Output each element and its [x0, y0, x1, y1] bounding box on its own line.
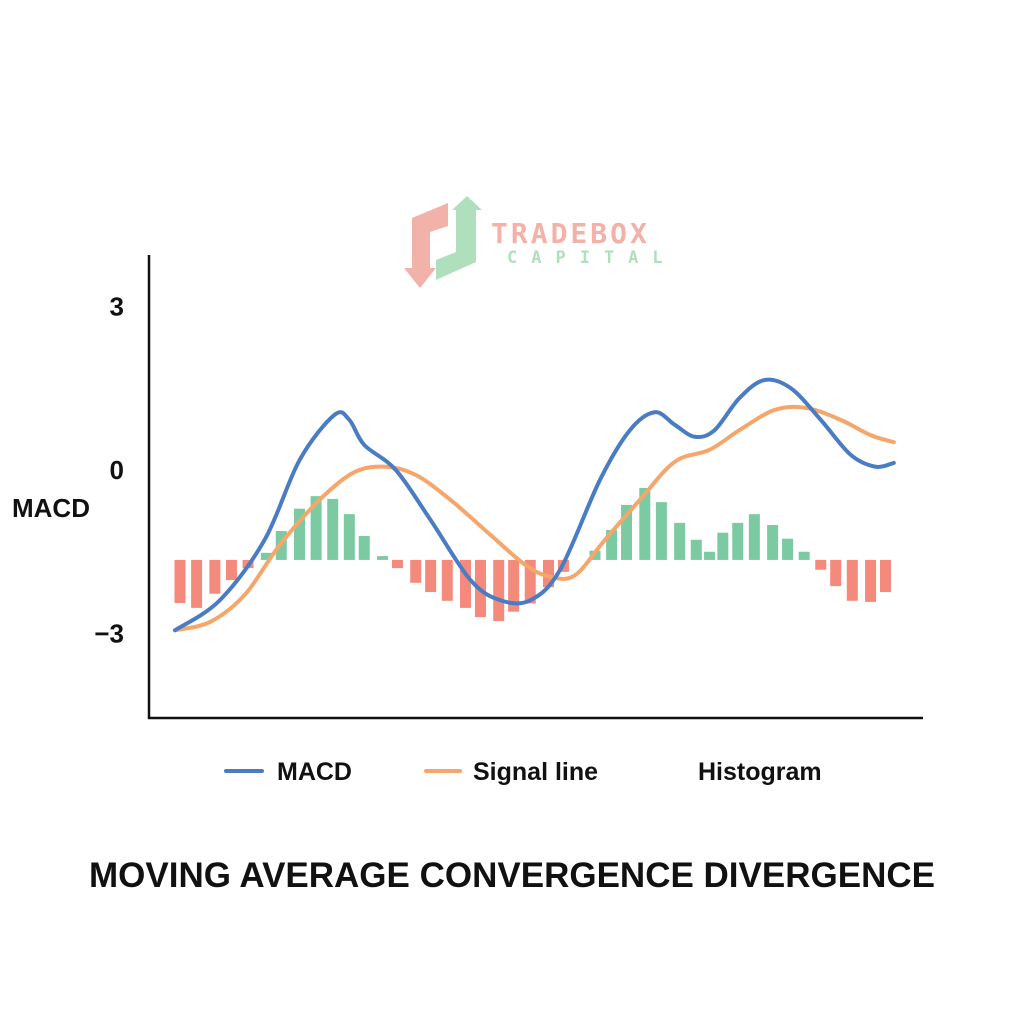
legend-macd-label: MACD	[277, 758, 352, 786]
histogram-bar	[260, 552, 272, 560]
histogram-bar	[639, 487, 651, 560]
histogram-bar	[377, 556, 389, 560]
logo-down-arrow-icon	[404, 203, 448, 288]
macd-line	[173, 377, 896, 633]
histogram-bar	[294, 508, 306, 560]
histogram-bar	[732, 522, 744, 560]
histogram-bar	[690, 539, 702, 560]
histogram-bar	[508, 559, 520, 612]
logo-text-tradebox: TRADEBOX	[491, 217, 650, 250]
histogram-bar	[343, 514, 355, 560]
histogram-bar	[410, 559, 422, 583]
histogram-bar	[704, 551, 716, 560]
y-tick-label: 3	[110, 292, 124, 322]
logo: TRADEBOX CAPITAL	[404, 196, 677, 288]
histogram-bar	[606, 529, 618, 560]
histogram-bar	[655, 502, 667, 560]
signal-line	[173, 404, 896, 633]
logo-text-capital: CAPITAL	[507, 248, 677, 268]
logo-up-arrow-icon	[436, 196, 482, 280]
histogram-bar	[327, 498, 339, 560]
histogram-bar	[865, 559, 877, 602]
histogram-bar	[358, 535, 370, 560]
histogram-bar	[767, 525, 779, 560]
histogram-bar	[880, 559, 891, 593]
legend: MACD Signal line Histogram	[224, 758, 822, 786]
histogram-bar	[717, 532, 729, 560]
y-tick-label: −3	[94, 619, 124, 649]
legend-histogram-label: Histogram	[698, 758, 822, 786]
histogram-bar	[830, 559, 842, 587]
histogram-bar	[621, 504, 633, 560]
histogram-bar	[310, 496, 322, 560]
chart-title: MOVING AVERAGE CONVERGENCE DIVERGENCE	[89, 856, 935, 895]
y-tick-label: 0	[110, 455, 124, 485]
histogram-bar	[391, 559, 403, 569]
histogram-bar	[748, 514, 760, 560]
histogram-bar	[524, 559, 536, 604]
histogram-bar	[425, 559, 437, 593]
histogram-bar	[798, 551, 810, 560]
histogram-bar	[441, 559, 453, 601]
histogram-bar	[815, 559, 827, 570]
legend-signal-label: Signal line	[473, 758, 598, 786]
histogram-bar	[174, 559, 186, 603]
y-axis-label: MACD	[12, 493, 90, 523]
histogram-bar	[493, 559, 505, 621]
histogram-bar	[191, 559, 203, 608]
histogram-bar	[543, 559, 555, 588]
histogram-bar	[209, 559, 221, 594]
histogram-bar	[460, 559, 472, 608]
histogram-bar	[225, 559, 237, 581]
histogram-bar	[674, 522, 686, 560]
histogram-bar	[846, 559, 858, 601]
histogram-bar	[782, 538, 794, 560]
